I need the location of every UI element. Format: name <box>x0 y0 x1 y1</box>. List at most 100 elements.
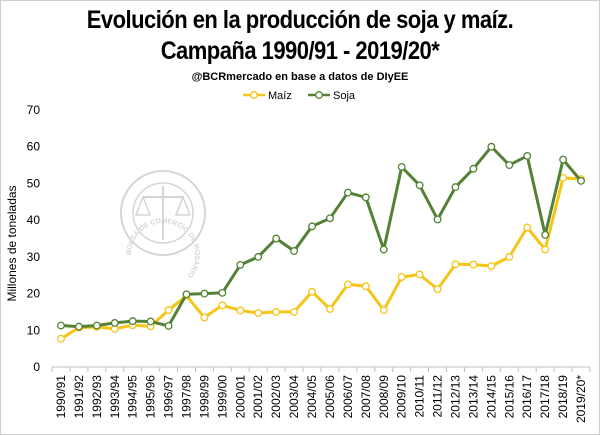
x-tick-label: 2003/04 <box>287 375 301 419</box>
data-point <box>397 273 406 281</box>
legend-marker <box>250 91 258 99</box>
data-point <box>290 247 299 255</box>
x-tick-label: 2007/08 <box>359 375 373 419</box>
x-tick-label: 2013/14 <box>466 375 480 419</box>
x-tick-label: 2009/10 <box>395 375 409 419</box>
data-point <box>487 142 496 151</box>
data-point <box>254 252 263 261</box>
y-axis-label: Millones de toneladas <box>5 185 19 301</box>
y-tick-label: 40 <box>27 213 41 227</box>
x-tick-label: 2006/07 <box>341 375 355 419</box>
data-point <box>541 245 550 254</box>
data-point <box>110 318 119 327</box>
x-tick-label: 2019/20* <box>574 375 588 423</box>
data-point <box>505 161 514 170</box>
x-tick-label: 2004/05 <box>305 375 319 419</box>
data-point <box>397 162 406 171</box>
series-soja <box>57 142 585 331</box>
data-point <box>379 245 388 254</box>
y-tick-label: 0 <box>33 360 40 374</box>
chart-title-line1: Evolución en la producción de soja y maí… <box>86 6 514 34</box>
data-point <box>433 285 442 294</box>
x-tick-label: 1993/94 <box>108 375 122 419</box>
data-point <box>200 289 209 298</box>
data-point <box>523 223 532 232</box>
bcr-seal-watermark: BOLSA DE COMERCIO DE ROSARIO <box>120 170 206 279</box>
data-point <box>361 193 370 202</box>
x-tick-label: 2008/09 <box>377 375 391 419</box>
x-tick-label: 1995/96 <box>144 375 158 419</box>
data-point <box>559 155 568 164</box>
data-point <box>487 262 496 270</box>
data-point <box>272 307 281 316</box>
data-point <box>57 334 65 343</box>
x-tick-label: 2016/17 <box>520 375 534 419</box>
data-point <box>254 309 263 317</box>
data-point <box>272 234 281 243</box>
data-point <box>451 260 460 269</box>
data-point <box>218 288 227 297</box>
x-tick-label: 1997/98 <box>180 375 194 419</box>
x-tick-label: 2011/12 <box>431 375 445 418</box>
x-tick-label: 2002/03 <box>269 375 283 419</box>
y-tick-label: 10 <box>27 323 41 337</box>
x-tick-label: 1992/93 <box>90 375 104 419</box>
x-tick-label: 1994/95 <box>126 375 140 419</box>
data-point <box>469 260 478 269</box>
legend-marker <box>315 91 323 99</box>
x-tick-label: 1990/91 <box>54 375 68 419</box>
x-tick-label: 1998/99 <box>197 375 211 419</box>
data-point <box>57 321 65 330</box>
data-point <box>308 222 316 231</box>
data-point <box>236 260 245 269</box>
data-point <box>200 313 209 322</box>
data-point <box>433 215 442 224</box>
data-point <box>290 307 299 316</box>
legend-item: Maíz <box>243 90 292 102</box>
data-point <box>577 176 585 185</box>
x-tick-label: 2012/13 <box>449 375 463 419</box>
data-point <box>415 181 424 190</box>
x-tick-label: 1991/92 <box>72 375 86 419</box>
data-point <box>182 290 191 299</box>
y-tick-label: 30 <box>27 250 41 264</box>
data-point <box>164 321 173 330</box>
data-point <box>128 317 137 326</box>
x-tick-label: 2010/11 <box>413 375 427 418</box>
x-tick-label: 2000/01 <box>233 375 247 419</box>
data-point <box>379 306 388 315</box>
data-point <box>541 230 550 239</box>
chart-subtitle: @BCRmercado en base a datos de DIyEE <box>191 71 409 83</box>
data-point <box>236 306 245 315</box>
data-point <box>146 317 155 326</box>
y-tick-label: 70 <box>27 103 41 117</box>
x-tick-label: 1996/97 <box>162 375 176 419</box>
data-point <box>469 164 478 173</box>
x-tick-label: 2001/02 <box>251 375 265 419</box>
x-tick-label: 2017/18 <box>538 375 552 419</box>
data-point <box>164 306 173 315</box>
x-tick-label: 2015/16 <box>502 375 516 419</box>
y-tick-label: 60 <box>27 140 41 154</box>
legend-label: Soja <box>333 90 356 102</box>
data-point <box>415 270 424 279</box>
x-tick-label: 2014/15 <box>484 375 498 419</box>
y-tick-label: 50 <box>27 176 41 190</box>
y-tick-label: 20 <box>27 287 41 301</box>
data-point <box>74 322 83 331</box>
data-point <box>92 321 101 330</box>
x-tick-label: 1999/00 <box>215 375 229 419</box>
data-point <box>505 252 514 261</box>
legend-label: Maíz <box>268 90 292 102</box>
data-point <box>361 282 370 291</box>
data-point <box>326 214 334 223</box>
data-point <box>326 305 334 313</box>
x-tick-label: 2018/19 <box>556 375 570 419</box>
data-point <box>523 151 532 160</box>
x-tick-label: 2005/06 <box>323 375 337 419</box>
data-point <box>308 287 316 296</box>
data-point <box>343 280 352 289</box>
data-point <box>451 183 460 192</box>
data-point <box>343 188 352 197</box>
